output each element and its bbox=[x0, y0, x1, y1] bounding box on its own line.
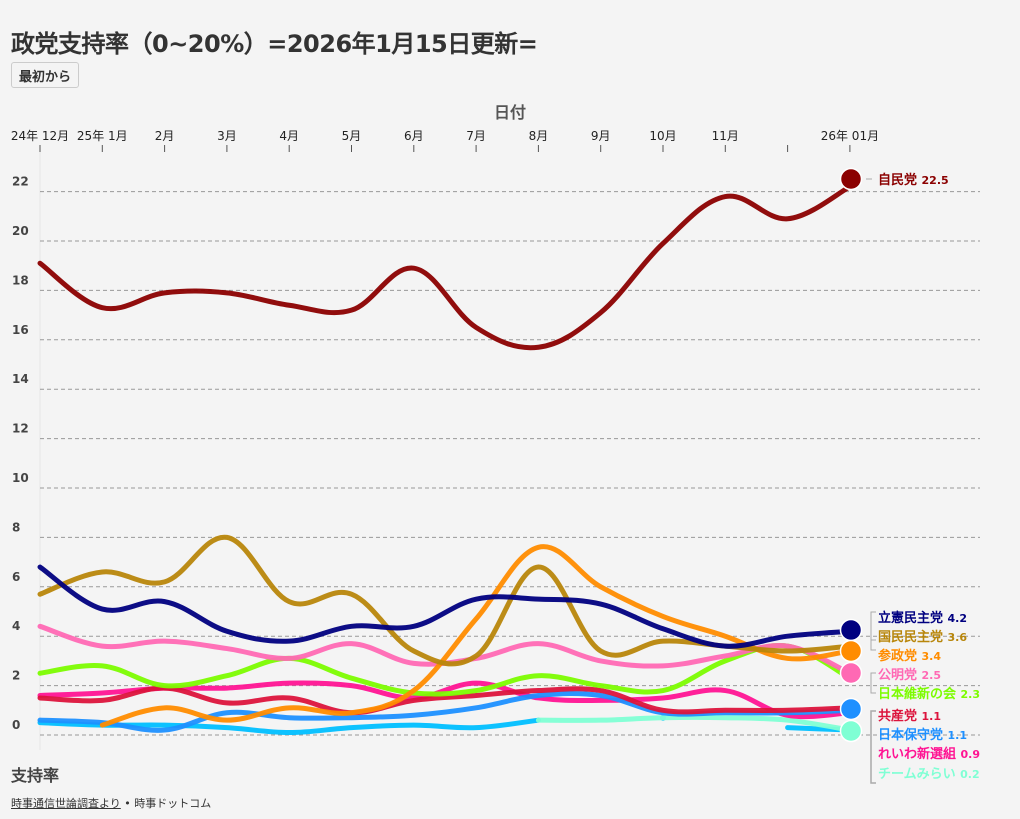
x-tick-label: 5月 bbox=[342, 129, 362, 143]
legend-party-name: 参政党 bbox=[878, 648, 922, 664]
source-link[interactable]: 時事通信世論調査より bbox=[11, 797, 121, 810]
x-axis-title: 日付 bbox=[494, 103, 526, 122]
legend-value: 22.5 bbox=[922, 174, 949, 187]
x-tick-label: 7月 bbox=[466, 129, 486, 143]
series-line[interactable] bbox=[37, 564, 853, 649]
x-tick-label: 10月 bbox=[649, 129, 676, 143]
source-credit: 時事通信世論調査より • 時事ドットコム bbox=[11, 795, 211, 811]
y-tick-label: 12 bbox=[12, 422, 29, 436]
legend-party-name: 立憲民主党 bbox=[878, 610, 948, 626]
x-tick-label: 24年 12月 bbox=[11, 129, 69, 143]
series-line[interactable] bbox=[37, 685, 853, 716]
x-tick-label: 11月 bbox=[712, 129, 739, 143]
legend-party-name: 自民党 bbox=[878, 172, 922, 188]
x-tick-label: 26年 01月 bbox=[821, 129, 879, 143]
series-line[interactable] bbox=[37, 623, 853, 676]
legend-value: 1.1 bbox=[948, 729, 968, 742]
legend-value: 1.1 bbox=[922, 710, 942, 723]
legend-label[interactable]: チームみらい 0.2 bbox=[878, 767, 980, 782]
legend-value: 3.4 bbox=[922, 650, 942, 663]
legend-value: 2.3 bbox=[961, 688, 981, 701]
series-line[interactable] bbox=[37, 534, 853, 667]
series-end-dot[interactable] bbox=[839, 719, 863, 743]
legend-label[interactable]: 国民民主党 3.6 bbox=[878, 629, 967, 645]
y-tick-label: 8 bbox=[12, 520, 20, 534]
y-tick-label: 4 bbox=[12, 619, 20, 633]
y-tick-label: 16 bbox=[12, 323, 29, 337]
series-end-dot[interactable] bbox=[839, 167, 863, 191]
x-tick-label: 9月 bbox=[591, 129, 611, 143]
legend-bracket bbox=[870, 710, 876, 784]
legend-value: 0.2 bbox=[960, 768, 980, 781]
x-tick-label: 6月 bbox=[404, 129, 424, 143]
legend-bracket bbox=[870, 611, 876, 651]
y-axis-title: 支持率 bbox=[11, 766, 60, 785]
series-line[interactable] bbox=[37, 643, 853, 697]
source-separator: • bbox=[124, 797, 131, 810]
legend-label[interactable]: れいわ新選組 0.9 bbox=[878, 746, 980, 762]
y-tick-label: 22 bbox=[12, 175, 29, 189]
series-end-dot[interactable] bbox=[839, 697, 863, 721]
source-publisher: 時事ドットコム bbox=[134, 797, 212, 810]
legend-value: 0.9 bbox=[961, 748, 981, 761]
y-tick-label: 6 bbox=[12, 570, 20, 584]
series-line[interactable] bbox=[99, 544, 853, 728]
legend-label[interactable]: 日本保守党 1.1 bbox=[878, 727, 967, 743]
y-tick-label: 10 bbox=[12, 471, 29, 485]
legend-value: 4.2 bbox=[948, 612, 968, 625]
legend-party-name: 日本維新の会 bbox=[878, 686, 961, 702]
legend-label[interactable]: 参政党 3.4 bbox=[878, 648, 941, 664]
legend-label[interactable]: 立憲民主党 4.2 bbox=[878, 610, 967, 626]
series-line[interactable] bbox=[37, 184, 853, 351]
reset-from-start-button[interactable]: 最初から bbox=[11, 62, 80, 88]
x-axis: 24年 12月 25年 1月 2月 3月 4月 5月 6月 7月 8月 9月 10月 11月 26年 0… bbox=[11, 129, 879, 750]
series-end-dot[interactable] bbox=[839, 618, 863, 642]
series-line[interactable] bbox=[535, 714, 853, 733]
series-end-dot[interactable] bbox=[839, 661, 863, 685]
y-tick-label: 14 bbox=[12, 372, 29, 386]
legend-party-name: れいわ新選組 bbox=[878, 746, 961, 762]
legend-label[interactable]: 自民党 22.5 bbox=[878, 172, 949, 188]
x-tick-label: 2月 bbox=[155, 129, 175, 143]
legend-party-name: 日本保守党 bbox=[878, 727, 948, 743]
y-tick-label: 18 bbox=[12, 273, 29, 287]
y-tick-label: 0 bbox=[12, 718, 20, 732]
legend-party-name: 共産党 bbox=[878, 708, 922, 724]
series-lines bbox=[37, 184, 853, 736]
series-end-dot[interactable] bbox=[839, 639, 863, 663]
y-tick-label: 20 bbox=[12, 224, 29, 238]
legend-party-name: 国民民主党 bbox=[878, 629, 948, 645]
x-tick-label: 4月 bbox=[279, 129, 299, 143]
legend-label[interactable]: 共産党 1.1 bbox=[878, 708, 941, 724]
x-tick-label: 8月 bbox=[529, 129, 549, 143]
y-axis: 0 2 4 6 8 10 12 14 16 18 20 22 bbox=[12, 175, 29, 732]
x-tick-label: 3月 bbox=[217, 129, 237, 143]
legend-label[interactable]: 公明党 2.5 bbox=[878, 667, 941, 683]
legend-value: 2.5 bbox=[922, 669, 942, 682]
legend-label[interactable]: 日本維新の会 2.3 bbox=[878, 686, 980, 702]
page-title: 政党支持率（0~20%）=2026年1月15日更新= bbox=[11, 30, 538, 58]
legend-value: 3.6 bbox=[948, 631, 968, 644]
legend-bracket bbox=[870, 672, 876, 694]
legend-party-name: 公明党 bbox=[878, 667, 922, 683]
y-tick-label: 2 bbox=[12, 669, 20, 683]
x-tick-label: 25年 1月 bbox=[77, 129, 128, 143]
legend-party-name: チームみらい bbox=[878, 767, 960, 782]
